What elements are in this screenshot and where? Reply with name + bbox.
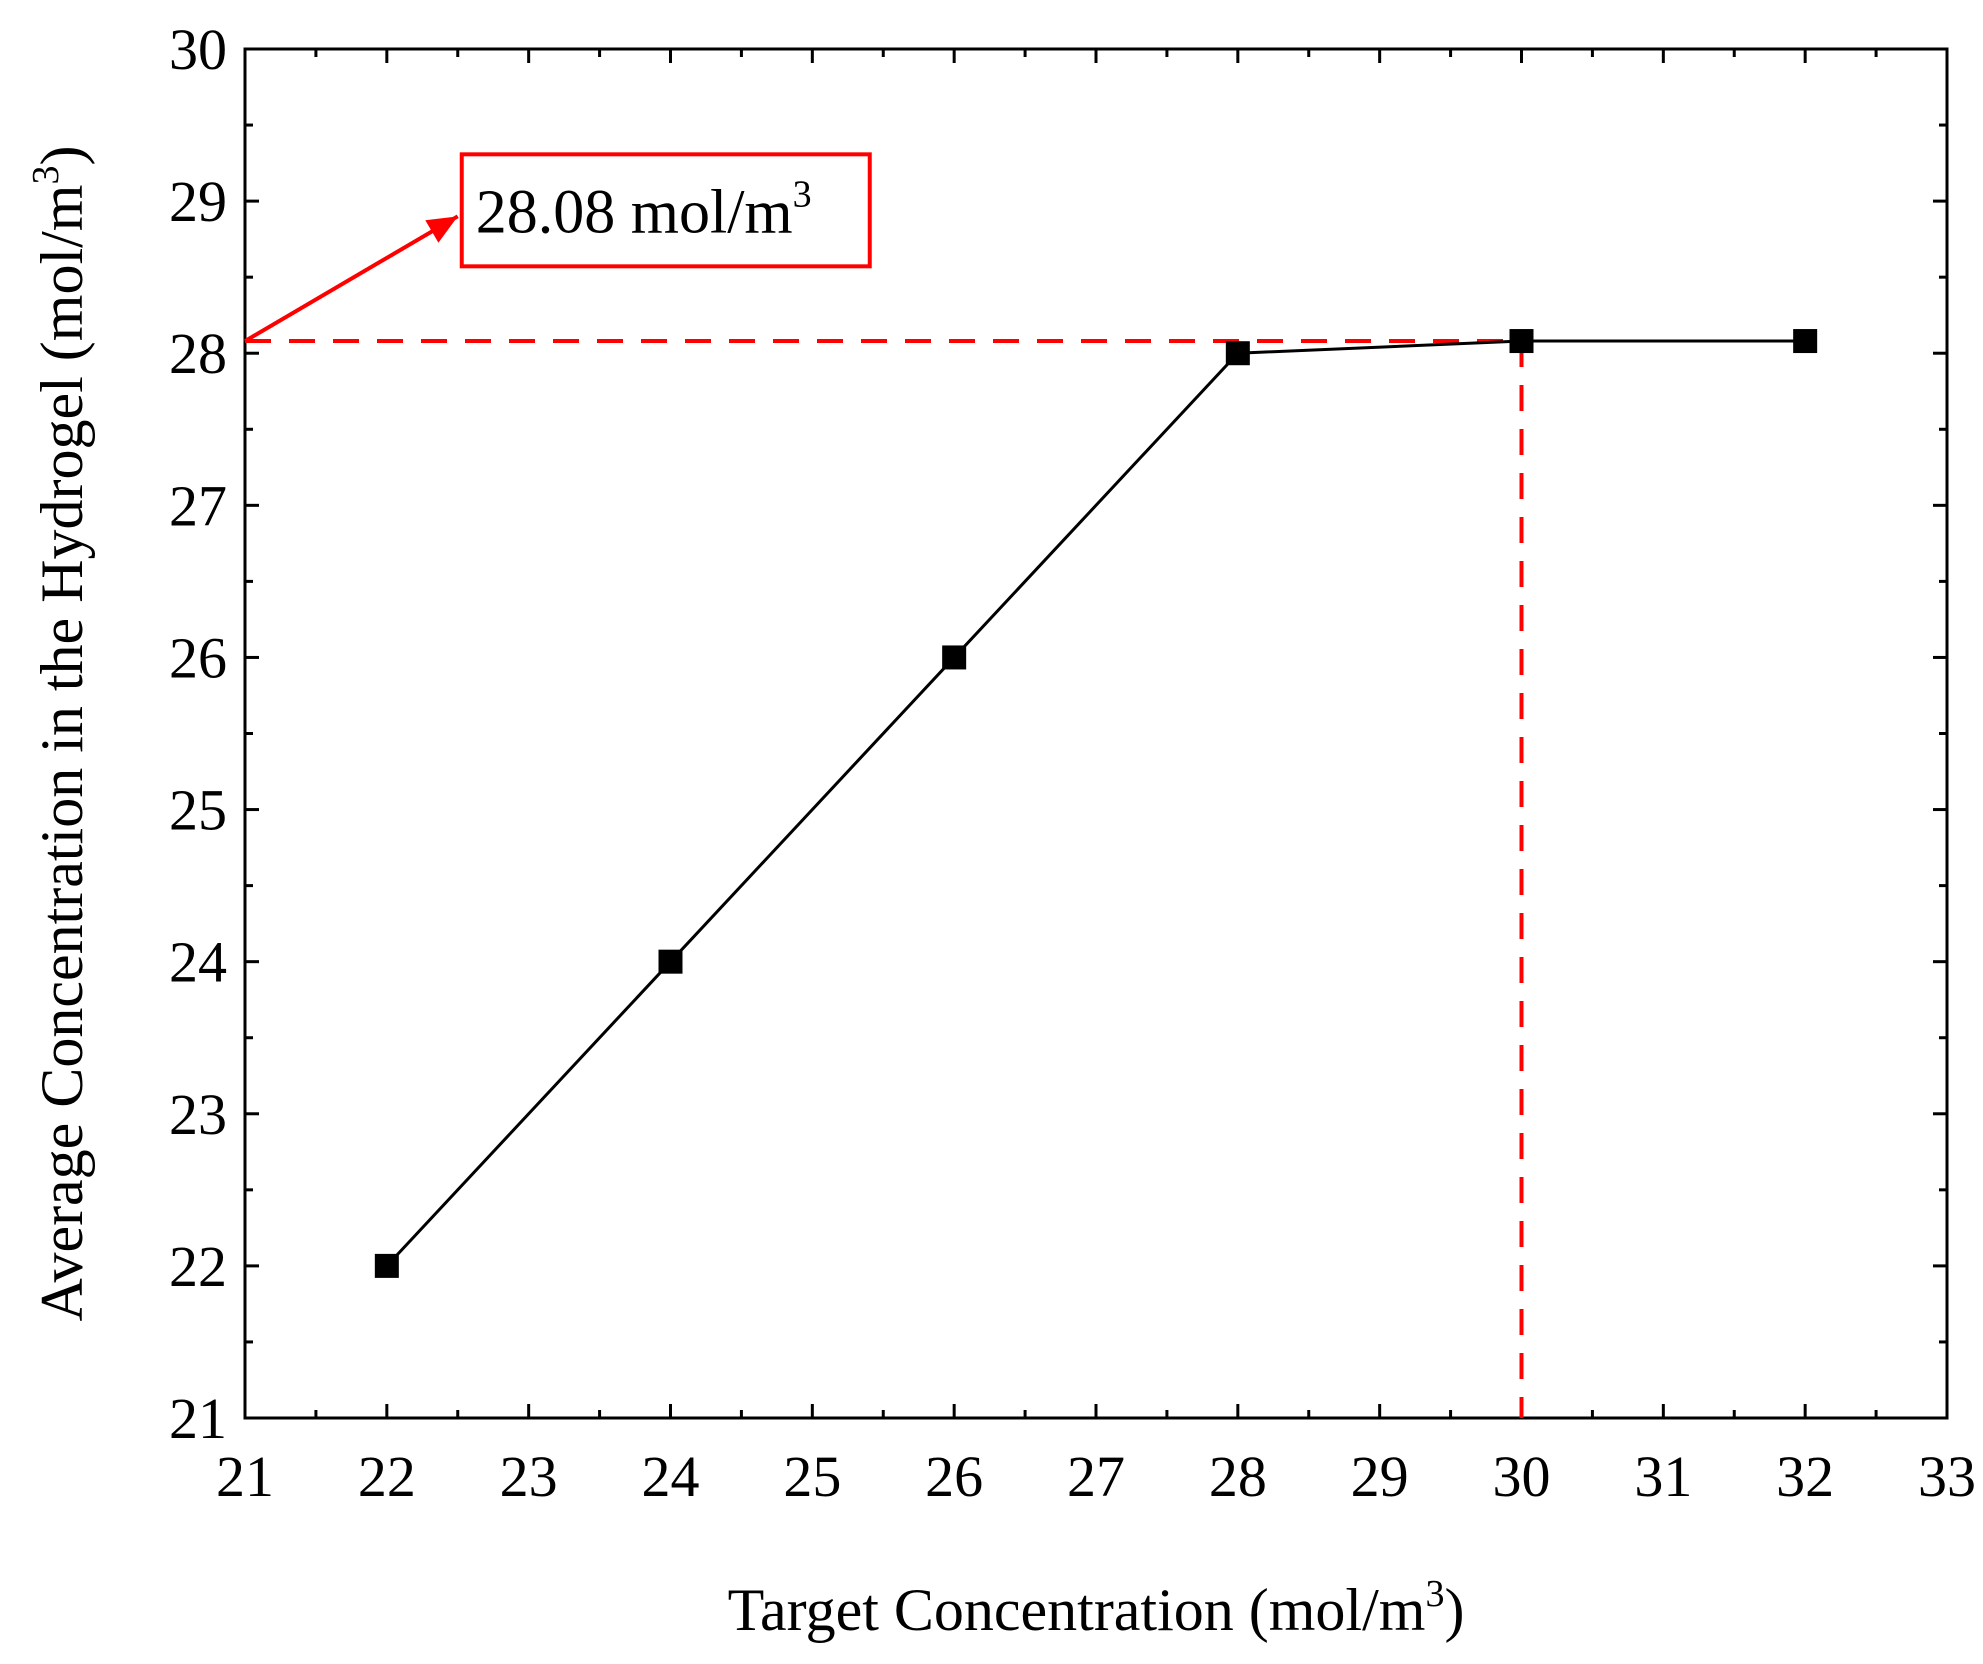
x-tick-label: 28: [1209, 1444, 1267, 1509]
x-tick-label: 30: [1493, 1444, 1551, 1509]
x-axis-title-tail: ): [1444, 1577, 1464, 1643]
axis-labels: 21 22 23 24 25 26 27 28 29 30 31 32 3321222324252627…: [25, 17, 1976, 1643]
y-tick-label: 28: [169, 321, 227, 386]
x-tick-label: 25: [783, 1444, 841, 1509]
x-tick-label: 31: [1634, 1444, 1692, 1509]
y-axis-title: Average Concentration in the Hydrogel (m…: [25, 146, 95, 1322]
x-tick-label: 29: [1351, 1444, 1409, 1509]
data-point: [374, 1253, 399, 1278]
annotation-box: [459, 152, 872, 269]
data-point: [942, 645, 967, 670]
x-tick-label: 24: [642, 1444, 700, 1509]
y-axis-title-tail: ): [29, 146, 95, 166]
axes: [243, 47, 1949, 1420]
y-tick-label: 26: [169, 625, 227, 690]
annotation-label: 28.08 mol/m3: [476, 173, 812, 246]
data-point: [1225, 341, 1250, 366]
series: [374, 329, 1818, 1278]
x-tick-label: 21: [216, 1444, 274, 1509]
annotation-arrow-shaft: [243, 214, 459, 343]
series-line: [385, 339, 1806, 1267]
annotation-arrow-head: [425, 216, 458, 243]
y-axis-title-superscript: 3: [25, 166, 67, 185]
annotation: 28.08 mol/m3: [243, 152, 872, 343]
y-tick-label: 27: [169, 473, 227, 538]
x-axis-title: Target Concentration (mol/m3): [728, 1573, 1465, 1643]
x-tick-label: 23: [500, 1444, 558, 1509]
y-tick-label: 29: [169, 169, 227, 234]
x-tick-label: 27: [1067, 1444, 1125, 1509]
x-tick-label: 33: [1918, 1444, 1976, 1509]
x-tick-label: 22: [358, 1444, 416, 1509]
y-tick-label: 22: [169, 1234, 227, 1299]
y-tick-label: 21: [169, 1386, 227, 1451]
annotation-label-superscript: 3: [793, 173, 812, 215]
x-axis-title-superscript: 3: [1425, 1573, 1444, 1615]
x-tick-label: 32: [1776, 1444, 1834, 1509]
y-tick-label: 25: [169, 778, 227, 843]
y-tick-label: 24: [169, 930, 227, 995]
data-point: [1509, 329, 1534, 354]
data-point: [658, 949, 683, 974]
y-tick-label: 23: [169, 1082, 227, 1147]
data-point: [1793, 329, 1818, 354]
y-tick-label: 30: [169, 17, 227, 82]
x-tick-label: 26: [925, 1444, 983, 1509]
reference-lines: [245, 339, 1524, 1418]
